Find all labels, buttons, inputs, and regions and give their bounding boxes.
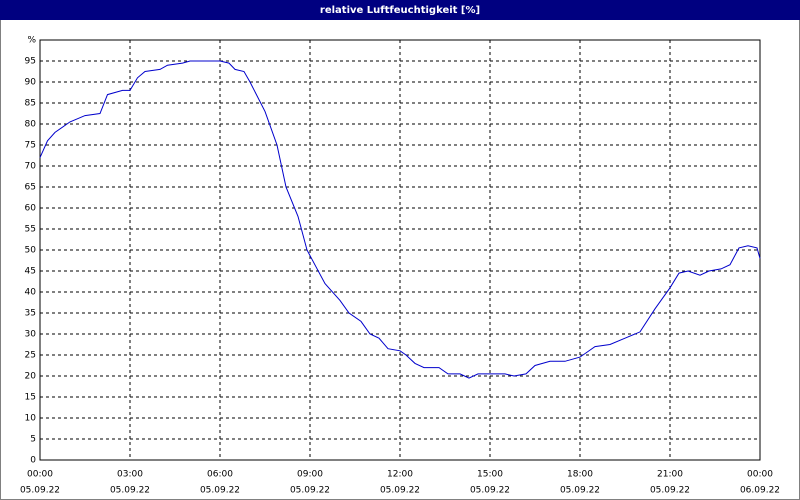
y-tick-label: 15 xyxy=(25,393,36,403)
data-line xyxy=(39,60,761,379)
y-tick-label: 80 xyxy=(25,120,37,130)
x-tick-date: 05.09.22 xyxy=(380,486,420,496)
plot-border xyxy=(39,39,761,461)
y-tick-label: 50 xyxy=(25,246,37,256)
y-tick-label: 40 xyxy=(25,288,37,298)
x-tick-label: 00:00 xyxy=(747,470,773,480)
y-tick-label: 85 xyxy=(25,99,36,109)
x-tick-date: 05.09.22 xyxy=(560,486,600,496)
x-tick-date: 05.09.22 xyxy=(20,486,60,496)
x-tick-date: 05.09.22 xyxy=(470,486,510,496)
x-tick-label: 21:00 xyxy=(657,470,683,480)
y-tick-label: 95 xyxy=(25,57,36,67)
y-tick-label: 35 xyxy=(25,309,36,319)
y-tick-label: 90 xyxy=(25,78,37,88)
x-tick-date: 05.09.22 xyxy=(200,486,240,496)
y-tick-label: 75 xyxy=(25,141,36,151)
x-tick-label: 18:00 xyxy=(567,470,593,480)
y-tick-label: 60 xyxy=(25,204,37,214)
x-tick-date: 05.09.22 xyxy=(650,486,690,496)
y-tick-label: 55 xyxy=(25,225,36,235)
x-tick-date: 05.09.22 xyxy=(290,486,330,496)
y-tick-label: 30 xyxy=(25,330,37,340)
y-tick-label: 70 xyxy=(25,162,37,172)
y-tick-label: % xyxy=(27,36,36,46)
y-tick-label: 10 xyxy=(25,414,37,424)
y-tick-label: 25 xyxy=(25,351,36,361)
x-tick-label: 09:00 xyxy=(297,470,323,480)
y-tick-label: 5 xyxy=(30,435,36,445)
x-tick-label: 00:00 xyxy=(27,470,53,480)
x-tick-label: 15:00 xyxy=(477,470,503,480)
y-tick-label: 65 xyxy=(25,183,36,193)
x-tick-date: 06.09.22 xyxy=(740,486,780,496)
y-tick-label: 45 xyxy=(25,267,36,277)
x-tick-label: 03:00 xyxy=(117,470,143,480)
y-tick-label: 20 xyxy=(25,372,37,382)
x-tick-label: 06:00 xyxy=(207,470,233,480)
chart-title: relative Luftfeuchtigkeit [%] xyxy=(320,5,480,16)
title-bar xyxy=(0,0,800,20)
x-tick-date: 05.09.22 xyxy=(110,486,150,496)
y-tick-label: 0 xyxy=(30,456,36,466)
x-tick-label: 12:00 xyxy=(387,470,413,480)
